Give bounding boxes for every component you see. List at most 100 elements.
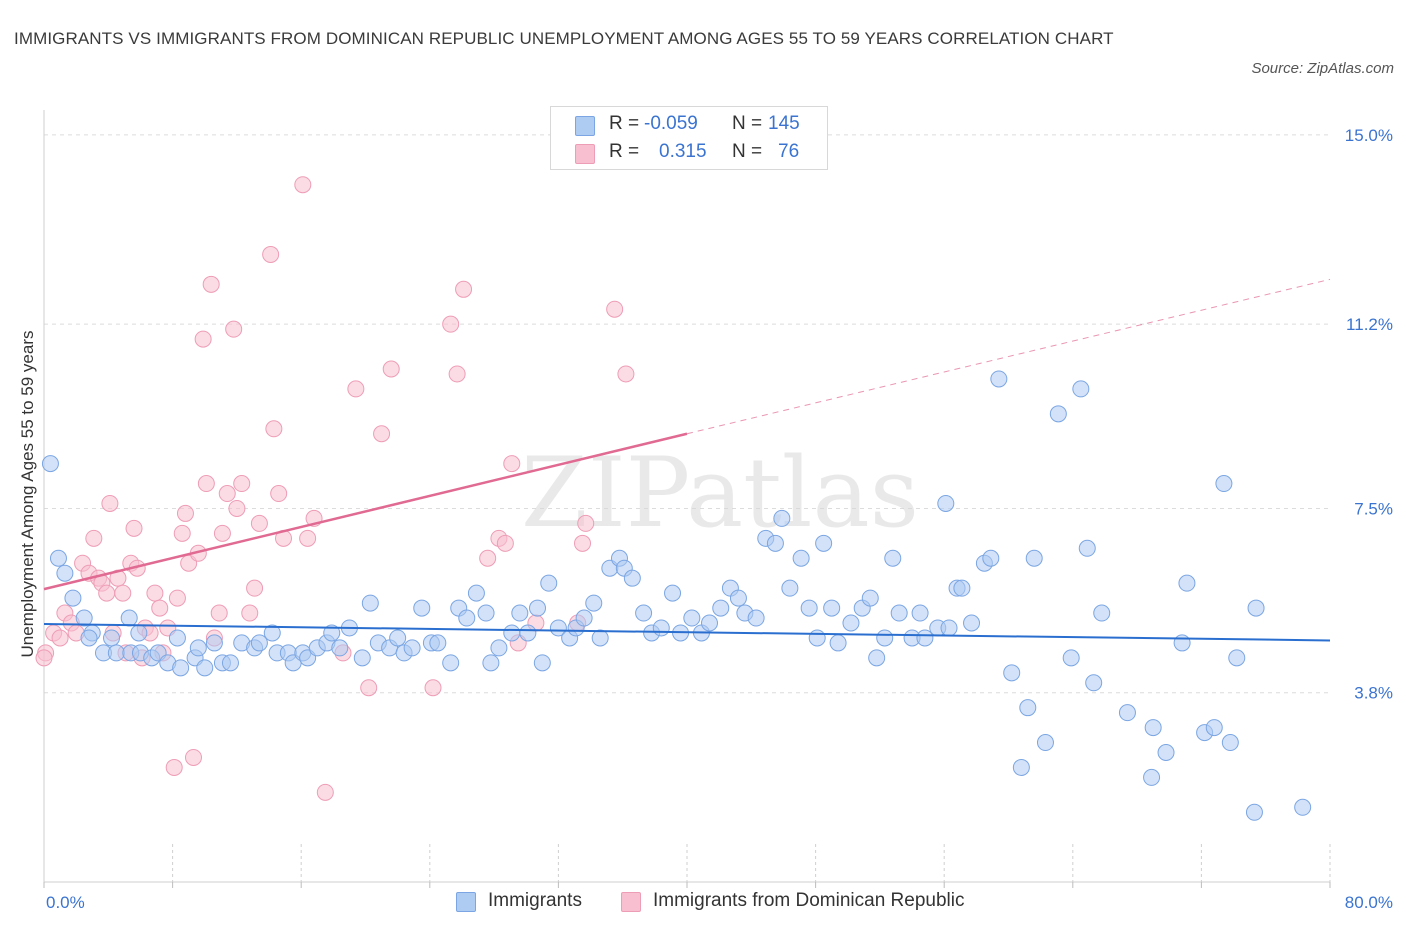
immigrants-point (652, 619, 670, 637)
immigrants-point (1072, 380, 1090, 398)
immigrants-point (890, 604, 908, 622)
dominican-point (225, 320, 243, 338)
immigrants-point (1157, 744, 1175, 762)
immigrants-point (519, 624, 537, 642)
dominican-point (233, 475, 251, 493)
correlation-legend: R = -0.059 N = 145 R = 0.315 N = 76 (550, 106, 828, 170)
n-label: N = (732, 113, 763, 134)
immigrants-point (575, 609, 593, 627)
dominican-point (424, 679, 442, 697)
immigrants-point (701, 614, 719, 632)
dominican-point (228, 499, 246, 517)
dominican-point (577, 514, 595, 532)
immigrants-point (1294, 798, 1312, 816)
immigrants-point (41, 455, 59, 473)
immigrants-trend-line (43, 623, 1331, 642)
chart-title: IMMIGRANTS VS IMMIGRANTS FROM DOMINICAN … (14, 29, 1114, 48)
dominican-point (360, 679, 378, 697)
immigrants-point (533, 654, 551, 672)
immigrants-point (80, 629, 98, 647)
immigrants-point (1143, 768, 1161, 786)
legend-label: Immigrants (488, 890, 582, 911)
immigrants-point (940, 619, 958, 637)
dominican-point (496, 534, 514, 552)
dominican-point (479, 549, 497, 567)
dominican-point (265, 420, 283, 438)
immigrants-point (75, 609, 93, 627)
legend-label: Immigrants from Dominican Republic (653, 890, 965, 911)
immigrants-point (683, 609, 701, 627)
dominican-point (168, 589, 186, 607)
immigrants-point (1036, 734, 1054, 752)
immigrants-point (107, 644, 125, 662)
immigrants-point (56, 564, 74, 582)
dominican-point (442, 315, 460, 333)
immigrants-point (120, 609, 138, 627)
gridlines (44, 134, 1330, 694)
y-tick-label: 7.5% (1354, 499, 1393, 518)
dominican-point (503, 455, 521, 473)
pink-swatch (575, 144, 595, 164)
immigrants-point (664, 584, 682, 602)
immigrants-point (1228, 649, 1246, 667)
y-axis-label: Unemployment Among Ages 55 to 59 years (18, 331, 37, 658)
immigrants-point (766, 534, 784, 552)
dominican-point (173, 524, 191, 542)
r-label: R = (609, 141, 640, 162)
immigrants-point (205, 634, 223, 652)
immigrants-point (1062, 649, 1080, 667)
immigrants-point (250, 634, 268, 652)
dominican-point (574, 534, 592, 552)
dominican-point (85, 529, 103, 547)
immigrants-point (623, 569, 641, 587)
dominican-point (202, 275, 220, 293)
immigrants-point (773, 509, 791, 527)
immigrants-point (876, 629, 894, 647)
dominican-point (262, 245, 280, 263)
immigrants-point (868, 649, 886, 667)
x-tick-label: 80.0% (1345, 893, 1393, 912)
dominican-point (246, 579, 264, 597)
n-value: 145 (768, 113, 800, 134)
immigrants-point (953, 579, 971, 597)
dominican-point (51, 629, 69, 647)
immigrants-point (1025, 549, 1043, 567)
dominican-point (299, 529, 317, 547)
dominican-point (210, 604, 228, 622)
dominican-point (218, 485, 236, 503)
trend-lines (43, 278, 1331, 642)
dominican-trend-extension (686, 278, 1331, 435)
dominican-point (151, 599, 169, 617)
dominican-point (184, 748, 202, 766)
immigrants-point (800, 599, 818, 617)
dominican-point (98, 584, 116, 602)
immigrants-point (511, 604, 529, 622)
immigrants-point (1012, 758, 1030, 776)
immigrants-point (429, 634, 447, 652)
immigrants-point (221, 654, 239, 672)
dominican-point (455, 280, 473, 298)
y-tick-label: 11.2% (1346, 315, 1393, 334)
immigrants-point (458, 609, 476, 627)
immigrants-point (49, 549, 67, 567)
dominican-point (146, 584, 164, 602)
immigrants-point (1078, 539, 1096, 557)
immigrants-point (937, 494, 955, 512)
immigrants-point (389, 629, 407, 647)
immigrants-point (1019, 699, 1037, 717)
dominican-point (213, 524, 231, 542)
blue-swatch (575, 116, 595, 136)
dominican-point (250, 514, 268, 532)
immigrants-point (130, 624, 148, 642)
immigrants-point (591, 629, 609, 647)
y-tick-label: 3.8% (1354, 684, 1393, 703)
immigrants-point (861, 589, 879, 607)
immigrants-point (529, 599, 547, 617)
immigrants-point (712, 599, 730, 617)
dominican-point (382, 360, 400, 378)
dominican-point (347, 380, 365, 398)
immigrants-point (963, 614, 981, 632)
immigrants-point (189, 639, 207, 657)
dominican-point (270, 485, 288, 503)
